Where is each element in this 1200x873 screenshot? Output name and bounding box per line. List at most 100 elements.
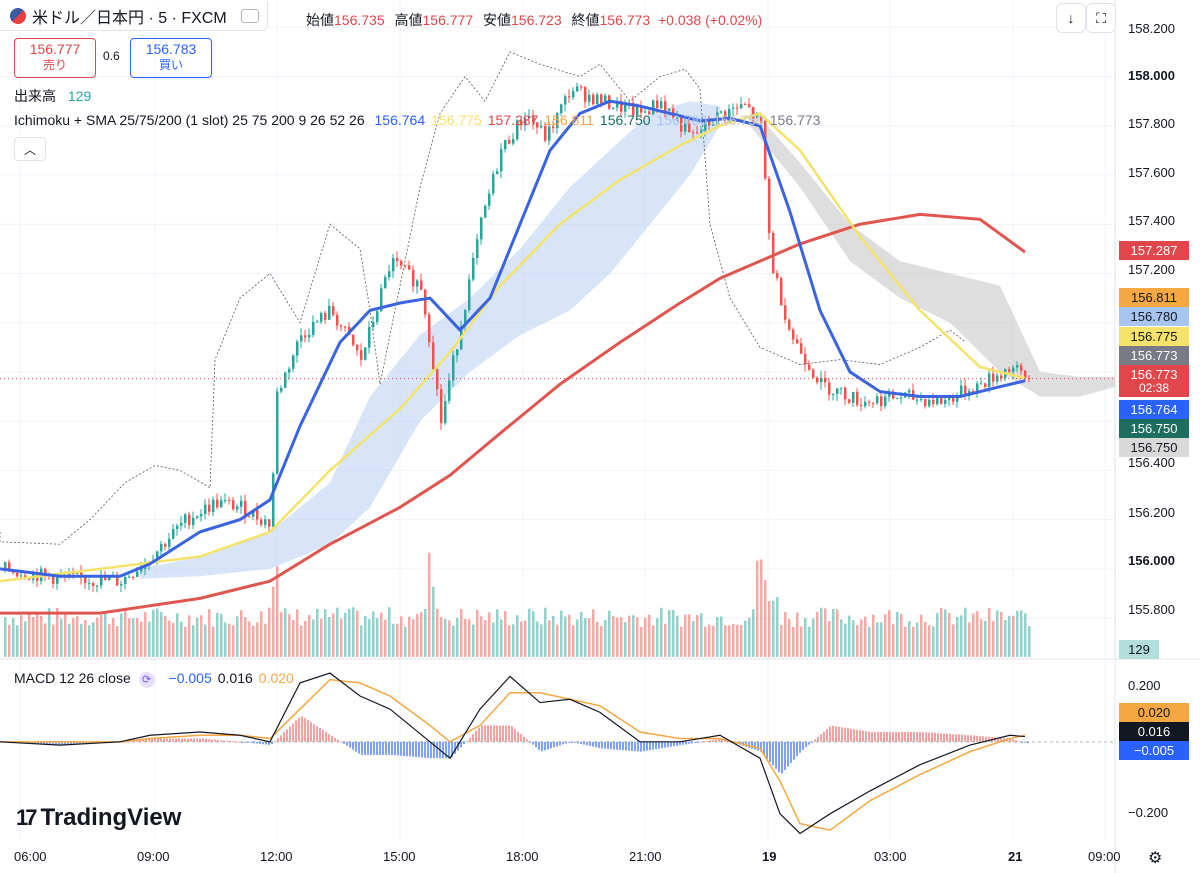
volume-bar — [260, 611, 263, 657]
macd-histogram-bar — [175, 738, 177, 742]
eye-toggle-icon[interactable] — [240, 9, 259, 23]
candle-body — [472, 257, 475, 280]
macd-histogram-bar — [934, 732, 936, 742]
candle-body — [488, 193, 491, 206]
macd-histogram-bar — [493, 725, 495, 742]
macd-histogram-bar — [868, 731, 870, 742]
candle-body — [548, 126, 551, 141]
macd-histogram-bar — [925, 732, 927, 742]
candle-body — [200, 513, 203, 517]
macd-histogram-bar — [616, 741, 618, 750]
candle-body — [924, 398, 927, 406]
symbol-title[interactable]: 米ドル／日本円 · 5 · FXCM — [0, 2, 268, 31]
buy-button[interactable]: 156.783 買い — [130, 38, 212, 78]
macd-histogram-bar — [544, 741, 546, 751]
volume-bar — [92, 622, 95, 657]
volume-bar — [768, 601, 771, 657]
candle-body — [408, 265, 411, 270]
candle-body — [304, 335, 307, 338]
macd-histogram-bar — [196, 738, 198, 742]
macd-histogram-bar — [214, 739, 216, 742]
macd-histogram-bar — [850, 728, 852, 742]
volume-bar — [352, 607, 355, 657]
macd-histogram-bar — [310, 722, 312, 742]
macd-histogram-bar — [319, 728, 321, 742]
volume-bar — [820, 607, 823, 657]
macd-histogram-bar — [538, 741, 540, 750]
macd-refresh-icon[interactable]: ⟳ — [138, 672, 155, 688]
volume-bar — [64, 613, 67, 657]
collapse-icon[interactable]: ︿ — [14, 137, 46, 161]
candle-body — [528, 116, 531, 119]
settings-gear-icon[interactable]: ⚙ — [1148, 850, 1163, 867]
volume-bar — [164, 615, 167, 657]
candle-body — [580, 86, 583, 88]
sell-button[interactable]: 156.777 売り — [14, 38, 96, 78]
candle-body — [680, 117, 683, 132]
candle-body — [296, 341, 299, 356]
macd-histogram-bar — [985, 736, 987, 742]
macd-histogram-bar — [778, 741, 780, 773]
macd-histogram-bar — [163, 738, 165, 742]
candle-body — [796, 339, 799, 344]
candle-body — [356, 344, 359, 351]
candle-body — [960, 385, 963, 396]
volume-bar — [360, 625, 363, 657]
macd-histogram-bar — [454, 741, 456, 754]
macd-axis-tick: −0.200 — [1128, 805, 1169, 820]
volume-bar — [516, 615, 519, 657]
candle-body — [220, 500, 223, 508]
candle-body — [516, 120, 519, 140]
volume-bar — [124, 607, 127, 657]
volume-legend[interactable]: 出来高 129 — [14, 86, 91, 106]
price-axis-tick: 155.800 — [1128, 602, 1175, 617]
volume-bar — [960, 615, 963, 657]
volume-bar — [348, 608, 351, 657]
volume-bar — [336, 607, 339, 657]
candle-body — [900, 397, 903, 399]
fullscreen-icon[interactable]: ⛶ — [1086, 3, 1116, 33]
indicator-legend[interactable]: Ichimoku + SMA 25/75/200 (1 slot) 25 75 … — [14, 112, 820, 128]
volume-bar — [980, 619, 983, 657]
volume-bar — [872, 614, 875, 657]
volume-bar — [720, 616, 723, 657]
volume-bar — [440, 617, 443, 657]
candle-body — [104, 575, 107, 580]
macd-histogram-bar — [232, 741, 234, 743]
macd-histogram-bar — [250, 741, 252, 743]
macd-histogram-bar — [1012, 739, 1014, 742]
candle-body — [492, 174, 495, 194]
candle-body — [920, 398, 923, 400]
macd-histogram-bar — [208, 739, 210, 742]
candle-body — [384, 277, 387, 289]
sell-price: 156.777 — [29, 41, 81, 57]
macd-histogram-bar — [946, 733, 948, 742]
candle-body — [764, 120, 767, 179]
macd-histogram-bar — [349, 741, 351, 748]
macd-histogram-bar — [640, 741, 642, 752]
candle-body — [692, 132, 695, 134]
volume-bar — [224, 622, 227, 657]
macd-histogram-bar — [298, 717, 300, 742]
candle-body — [712, 124, 715, 126]
volume-bar — [708, 624, 711, 657]
macd-histogram-bar — [241, 741, 243, 743]
volume-bar — [492, 622, 495, 657]
volume-bar — [972, 613, 975, 657]
macd-histogram-bar — [517, 731, 519, 742]
volume-bar — [1024, 613, 1027, 657]
volume-bar — [928, 625, 931, 657]
macd-histogram-bar — [790, 741, 792, 764]
volume-bar — [268, 607, 271, 657]
download-icon[interactable]: ↓ — [1056, 3, 1086, 33]
price-axis-tick: 158.000 — [1128, 68, 1175, 83]
macd-legend[interactable]: MACD 12 26 close ⟳ −0.005 0.016 0.020 — [14, 670, 294, 688]
volume-bar — [852, 620, 855, 657]
candle-body — [84, 577, 87, 584]
macd-histogram-bar — [982, 736, 984, 742]
macd-histogram-bar — [433, 741, 435, 759]
macd-histogram-bar — [142, 739, 144, 742]
macd-histogram-bar — [58, 741, 60, 745]
candle-body — [616, 100, 619, 108]
